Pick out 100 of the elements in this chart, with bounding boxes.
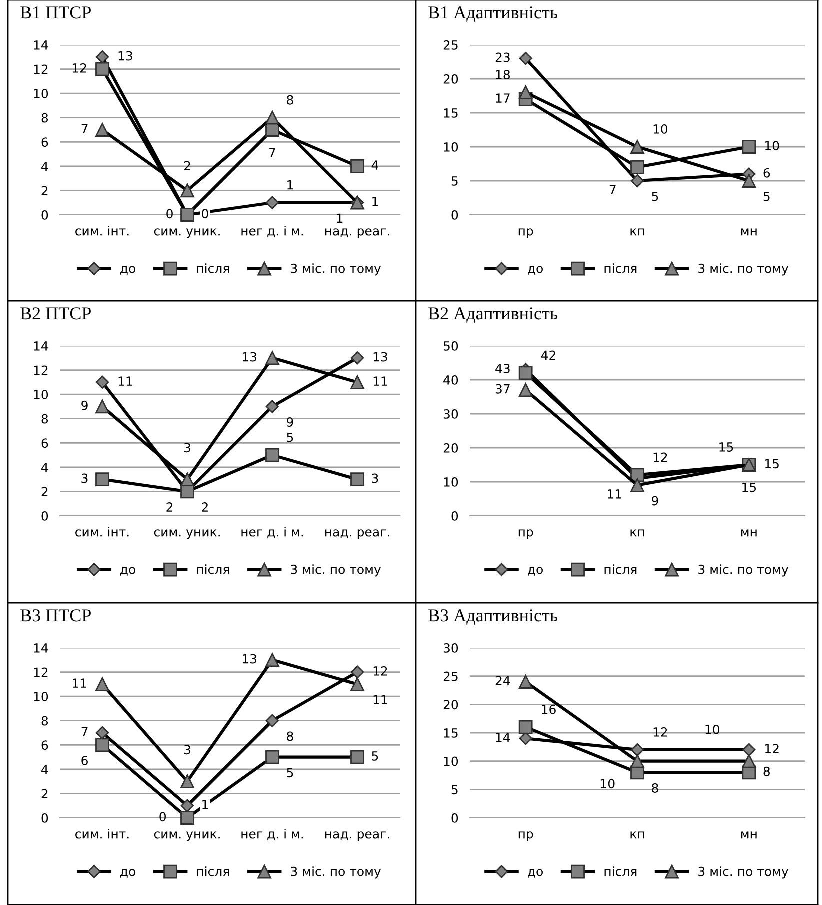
data-label: 18 [496, 70, 510, 80]
data-label: 16 [542, 704, 556, 714]
data-label: 9 [652, 496, 658, 506]
data-label: 43 [496, 364, 510, 374]
y-tick-label: 0 [452, 511, 458, 521]
data-label: 11 [608, 490, 622, 499]
data-label: 9 [82, 400, 88, 410]
data-label: 5 [287, 432, 294, 442]
data-label: 24 [496, 676, 510, 686]
y-tick-label: 0 [42, 210, 48, 220]
y-tick-label: 2 [42, 487, 48, 496]
data-label: 37 [496, 384, 510, 394]
y-tick-label: 15 [444, 108, 458, 118]
x-tick-label: нег д. і м. [242, 527, 304, 538]
y-tick-label: 8 [42, 414, 48, 424]
data-label: 10 [654, 124, 668, 134]
data-label: 3 [184, 443, 190, 453]
x-tick-label: мн [742, 530, 757, 537]
y-tick-label: 14 [34, 40, 48, 50]
legend-label: після [604, 264, 637, 274]
legend-label: до [120, 567, 136, 576]
data-label: 23 [496, 52, 510, 62]
data-label: 6 [764, 168, 770, 178]
data-label: 3 [184, 745, 190, 755]
data-label: 7 [82, 727, 88, 736]
x-tick-label: кп [630, 832, 644, 839]
y-tick-label: 14 [34, 644, 48, 653]
data-label: 14 [496, 733, 510, 742]
legend-label: 3 міс. по тому [291, 264, 382, 276]
data-label: 12 [654, 728, 668, 737]
legend-label: до [528, 266, 543, 275]
data-label: 9 [287, 418, 294, 428]
data-label: 2 [202, 502, 208, 512]
x-tick-label: пр [518, 832, 534, 842]
legend-label: 3 міс. по тому [698, 264, 789, 276]
x-tick-label: сим. уник. [154, 228, 220, 238]
y-tick-label: 6 [42, 438, 48, 448]
x-tick-label: над. реаг. [326, 530, 390, 540]
data-label: 6 [82, 756, 88, 766]
legend-label: 3 міс. по тому [698, 564, 789, 577]
x-tick-label: нег д. і м. [242, 829, 304, 840]
y-tick-label: 40 [444, 375, 458, 385]
legend-label: після [197, 564, 230, 574]
y-tick-label: 5 [452, 176, 458, 186]
data-label: 15 [766, 459, 779, 469]
data-label: 12 [73, 63, 86, 73]
legend-label: до [120, 869, 136, 878]
legend-label: після [197, 264, 230, 274]
data-label: 12 [766, 744, 779, 754]
chart-title: В2 ПТСР [20, 308, 92, 320]
x-tick-label: сим. інт. [76, 226, 129, 236]
y-tick-label: 4 [42, 765, 48, 774]
data-label: 15 [720, 442, 734, 452]
data-label: 17 [496, 94, 510, 103]
y-tick-label: 50 [444, 341, 458, 351]
y-tick-label: 0 [452, 210, 458, 220]
y-tick-label: 6 [42, 138, 48, 148]
x-tick-label: мн [742, 228, 757, 236]
data-label: 8 [287, 95, 294, 105]
y-tick-label: 12 [34, 668, 48, 678]
legend-label: до [528, 869, 543, 878]
data-label: 10 [601, 779, 615, 789]
y-tick-label: 25 [444, 40, 458, 50]
y-tick-label: 0 [42, 813, 48, 823]
data-label: 11 [118, 376, 132, 386]
y-tick-label: 2 [42, 789, 48, 798]
x-tick-label: пр [518, 530, 534, 540]
legend-label: до [528, 567, 543, 576]
y-tick-label: 4 [42, 162, 48, 172]
legend-label: 3 міс. по тому [698, 866, 789, 879]
data-label: 8 [652, 784, 658, 793]
data-label: 1 [288, 180, 294, 190]
x-tick-label: над. реаг. [326, 228, 390, 238]
data-label: 11 [374, 695, 388, 705]
data-label: 4 [372, 160, 378, 170]
data-label: 0 [202, 209, 208, 219]
data-label: 5 [372, 752, 378, 761]
y-tick-label: 10 [34, 89, 48, 98]
data-label: 12 [374, 666, 388, 676]
x-tick-label: кп [630, 530, 644, 537]
legend-label: після [604, 866, 637, 876]
x-tick-label: кп [630, 228, 644, 236]
data-label: 42 [541, 350, 556, 360]
y-tick-label: 4 [42, 463, 48, 472]
x-tick-label: пр [518, 228, 534, 238]
x-tick-label: сим. інт. [76, 527, 129, 537]
data-label: 5 [652, 192, 658, 202]
y-tick-label: 0 [452, 813, 458, 823]
y-tick-label: 20 [444, 700, 458, 710]
data-label: 13 [118, 51, 132, 61]
data-label: 5 [287, 768, 294, 778]
legend-label: 3 міс. по тому [291, 564, 382, 577]
data-label: 11 [374, 376, 388, 386]
y-tick-label: 10 [444, 756, 458, 766]
legend-label: 3 міс. по тому [291, 866, 382, 879]
data-label: 2 [166, 502, 173, 512]
legend-label: після [197, 866, 230, 876]
data-label: 1 [202, 800, 208, 810]
y-tick-label: 0 [42, 511, 48, 521]
chart-title: В2 Адаптивність [428, 308, 558, 324]
